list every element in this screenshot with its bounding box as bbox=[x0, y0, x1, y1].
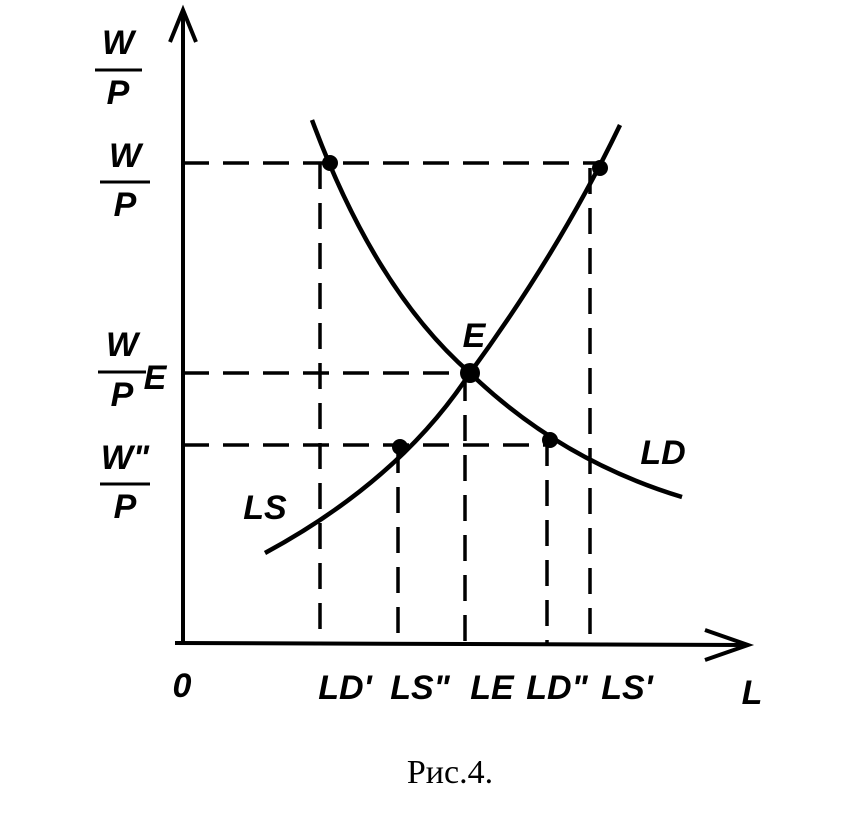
x-level: LS" bbox=[390, 669, 450, 707]
y-level-den: P bbox=[114, 488, 137, 526]
supply-label: LS bbox=[243, 489, 287, 527]
demand-label: LD bbox=[640, 434, 685, 472]
x-level: LD" bbox=[526, 669, 588, 707]
y-level-den: P bbox=[114, 186, 137, 224]
point bbox=[392, 439, 408, 455]
point bbox=[322, 155, 338, 171]
origin: 0 bbox=[173, 667, 192, 705]
point bbox=[460, 363, 480, 383]
y-label-num: W bbox=[102, 24, 137, 62]
equilibrium-label: E bbox=[463, 317, 487, 355]
point bbox=[542, 432, 558, 448]
caption: Рис.4. bbox=[407, 754, 493, 791]
x-axis bbox=[174, 641, 746, 647]
demand-curve bbox=[309, 119, 683, 500]
y-arrow bbox=[168, 4, 198, 43]
x-level: LE bbox=[470, 669, 515, 707]
x-level: LD' bbox=[318, 669, 373, 707]
y-level-num: W" bbox=[101, 439, 150, 477]
y-label-den: P bbox=[107, 74, 130, 112]
y-level-subscript: E bbox=[144, 359, 168, 397]
y-level-num: W bbox=[109, 137, 144, 175]
point bbox=[592, 160, 608, 176]
x-label: L bbox=[742, 674, 763, 712]
y-level-num: W bbox=[106, 326, 141, 364]
x-arrow bbox=[704, 628, 755, 662]
x-level: LS' bbox=[601, 669, 654, 707]
y-level-den: P bbox=[111, 376, 134, 414]
